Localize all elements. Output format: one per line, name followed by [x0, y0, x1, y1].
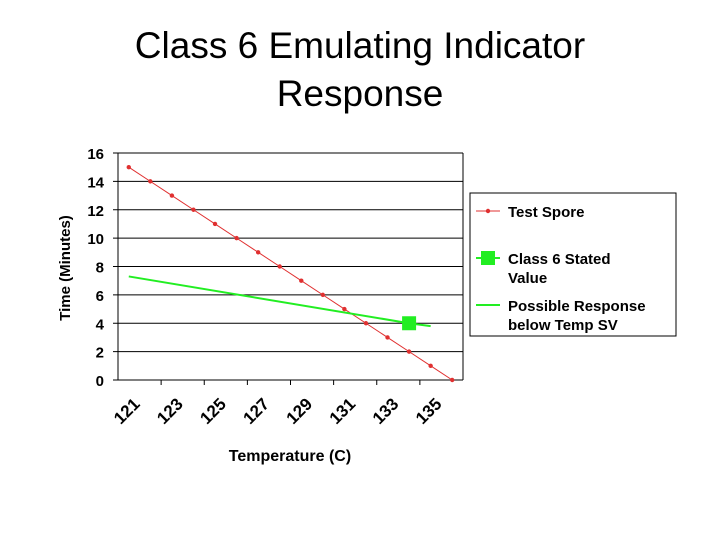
y-tick-label: 0 [96, 373, 104, 390]
data-point [148, 179, 153, 184]
legend: Test Spore Class 6 Stated Value Possible Re… [469, 192, 677, 337]
slide-title: Class 6 Emulating Indicator Response [60, 22, 660, 118]
y-tick-label: 8 [96, 260, 104, 277]
x-tick-label: 127 [239, 394, 272, 427]
legend-entry: Class 6 Stated Value [476, 251, 611, 287]
data-point [299, 278, 304, 283]
x-tick-label: 121 [110, 394, 143, 427]
legend-entry: Possible Response below Temp SV [476, 298, 646, 334]
data-point [363, 321, 369, 326]
data-point [212, 221, 218, 227]
series [126, 164, 455, 383]
series-line [128, 275, 431, 328]
y-tick-label: 2 [96, 345, 104, 362]
slide-title-line-1: Class 6 Emulating Indicator [134, 25, 586, 66]
data-point [320, 292, 326, 298]
legend-swatch-marker [485, 208, 491, 214]
x-tick-label: 129 [283, 394, 316, 427]
data-point [126, 164, 131, 170]
y-tick-label: 10 [87, 231, 104, 248]
data-point [169, 193, 175, 198]
x-tick-label: 125 [196, 394, 229, 427]
legend-label: Possible Response [508, 298, 646, 315]
data-point [450, 377, 455, 383]
series-possible-response-below-temp-sv [128, 275, 431, 328]
y-tick-label: 12 [87, 203, 104, 220]
y-tick-label: 14 [87, 174, 104, 191]
x-tick-label: 133 [369, 394, 402, 427]
series-test-spore [126, 164, 455, 383]
axes: 0 2 4 6 8 10 12 14 16 121 123 125 127 129 131 133 135 [87, 146, 464, 428]
data-point [406, 349, 412, 354]
x-tick-label: 123 [153, 394, 186, 427]
legend-label: Class 6 Stated [508, 251, 611, 268]
y-axis-label: Time (Minutes) [57, 215, 74, 321]
data-point [385, 335, 390, 340]
data-point [342, 306, 347, 312]
legend-label: below Temp SV [508, 317, 618, 334]
legend-swatch-marker [481, 251, 495, 265]
data-point [234, 235, 239, 241]
gridlines [118, 152, 463, 353]
legend-label: Value [508, 270, 547, 287]
legend-label: Test Spore [508, 204, 584, 221]
data-point [277, 264, 282, 269]
series-line [128, 166, 453, 381]
data-point [255, 250, 261, 255]
y-tick-label: 16 [87, 146, 104, 163]
data-point [428, 363, 433, 369]
data-point [191, 207, 196, 212]
legend-box [469, 192, 677, 337]
y-tick-label: 4 [96, 316, 105, 333]
slide-title-line-2: Response [276, 73, 444, 114]
x-axis-label: Temperature (C) [229, 448, 351, 465]
y-tick-label: 6 [96, 288, 104, 305]
legend-entry: Test Spore [476, 204, 584, 221]
x-tick-label: 135 [412, 394, 445, 427]
x-tick-label: 131 [326, 394, 359, 427]
